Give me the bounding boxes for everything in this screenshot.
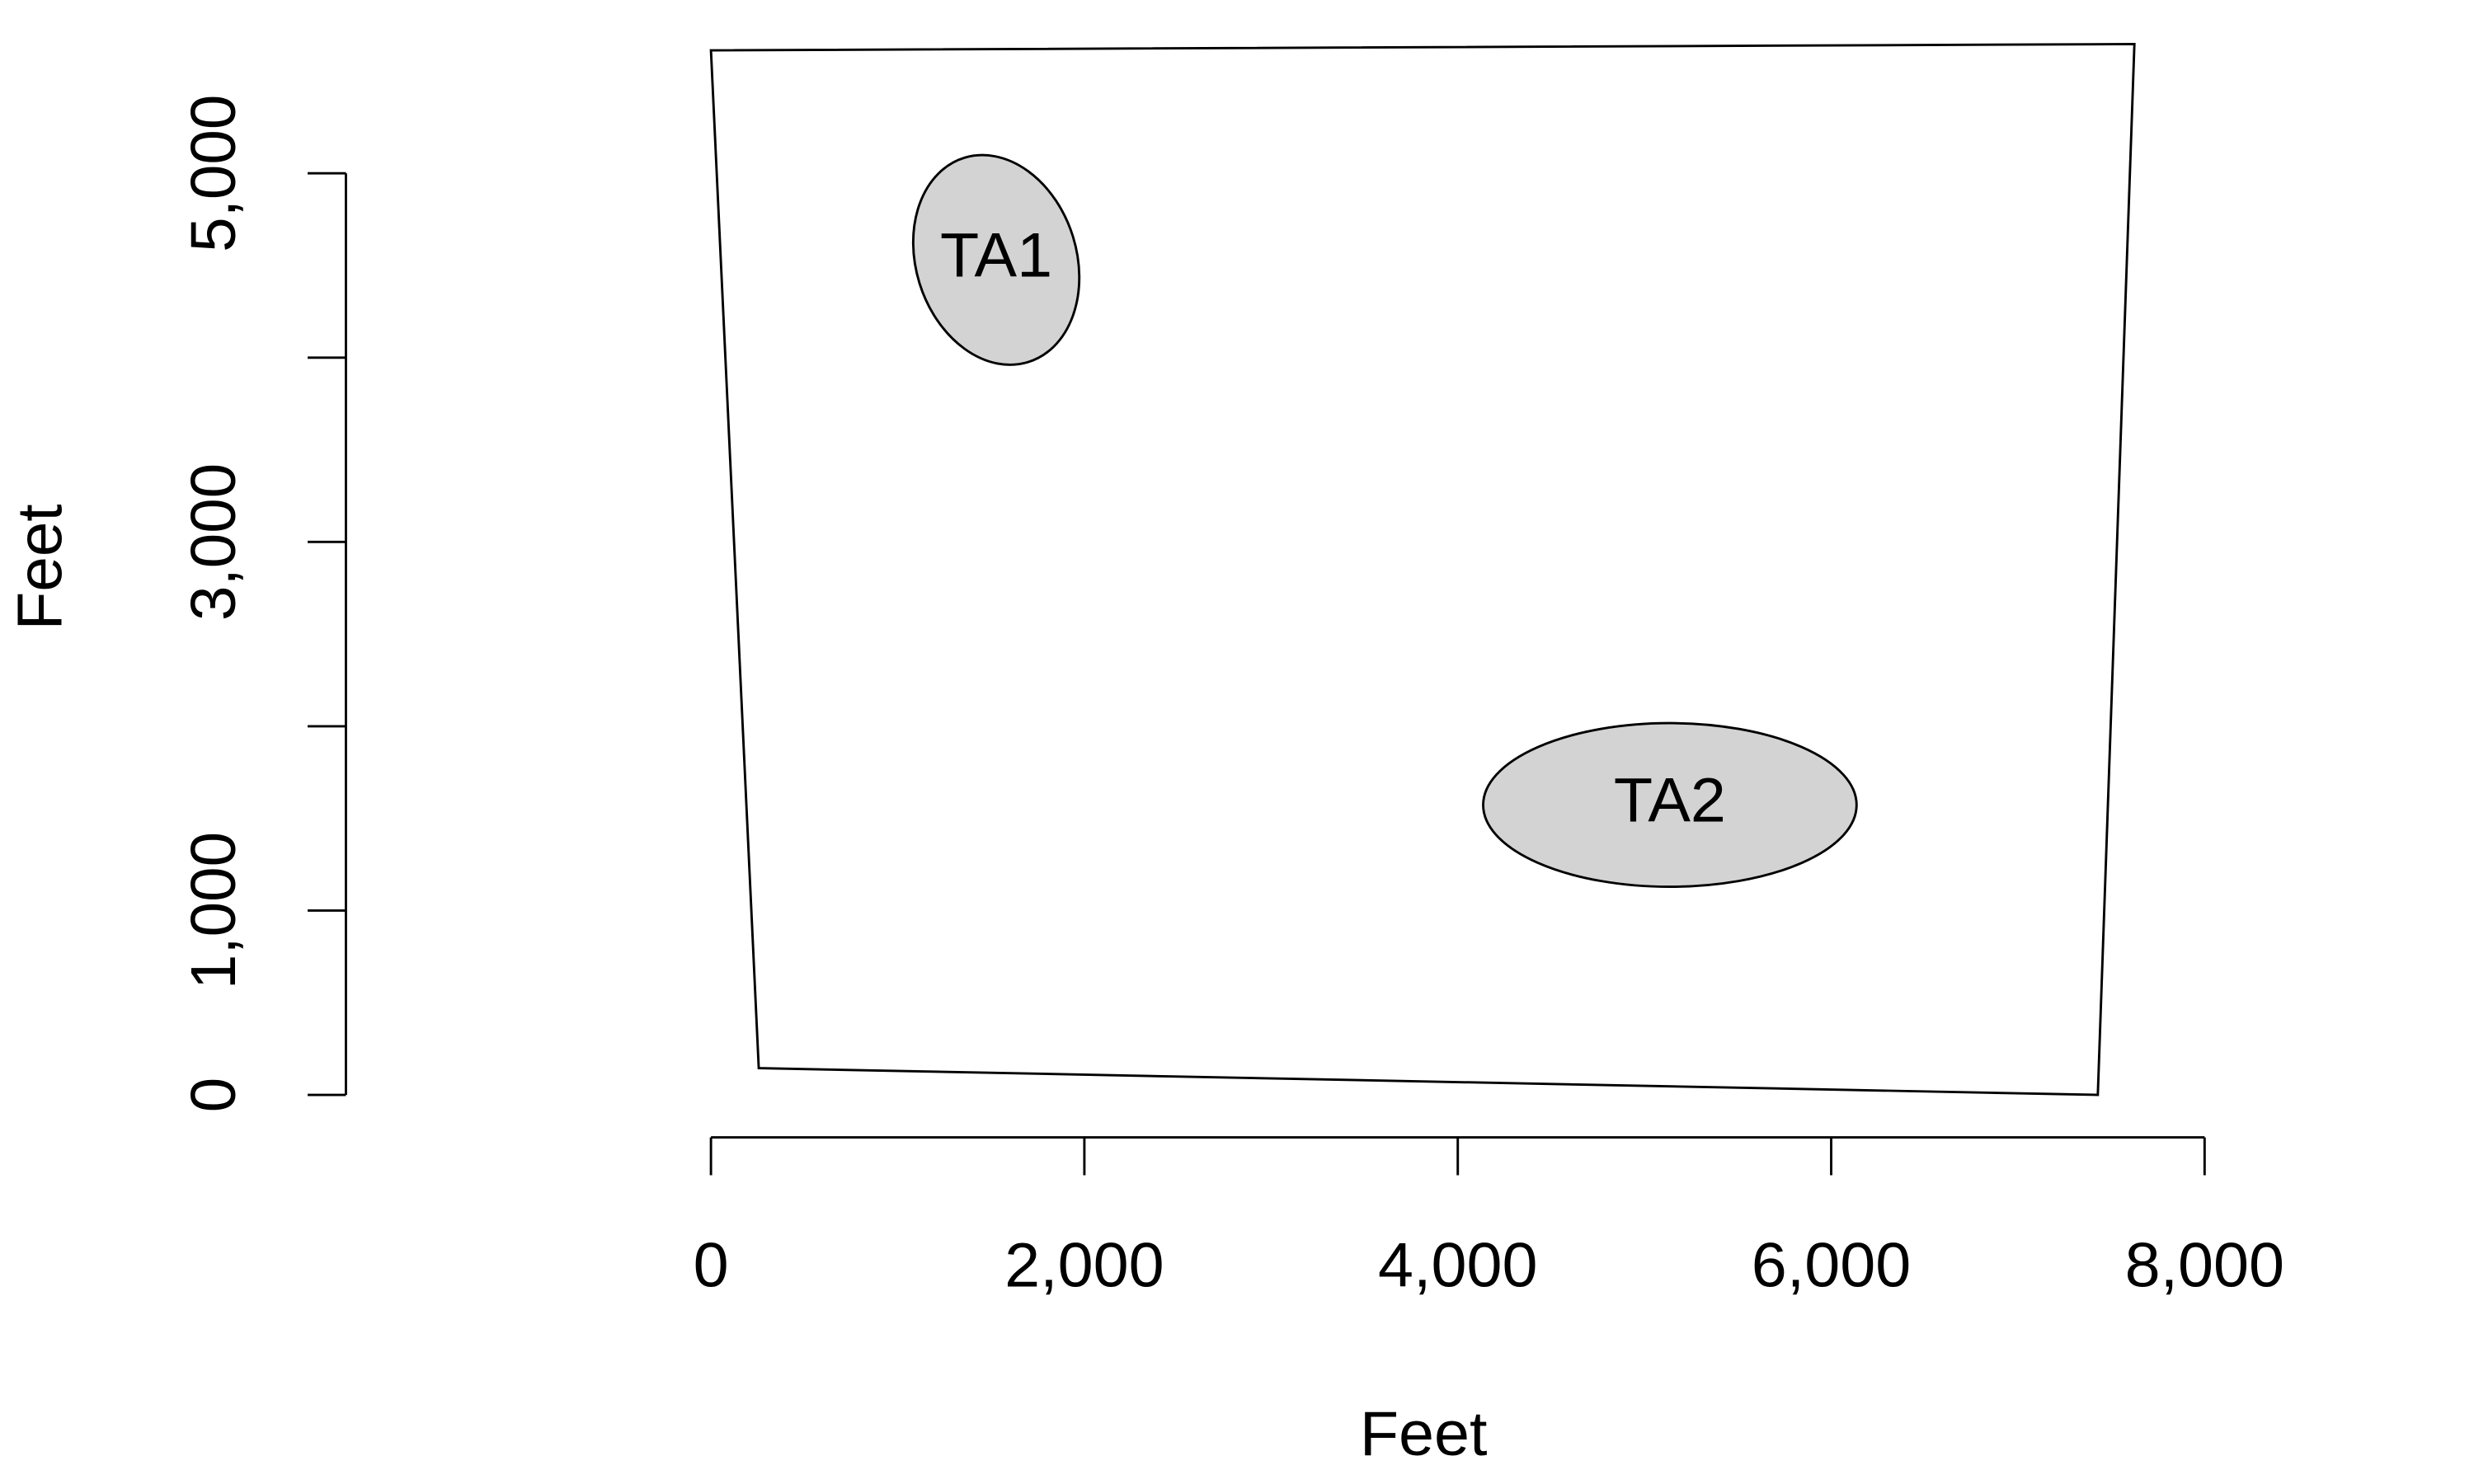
y-axis-title: Feet [4, 504, 75, 630]
y-tick-label: 5,000 [178, 95, 249, 252]
boundary [709, 43, 2136, 1097]
zone-label: TA1 [940, 220, 1052, 291]
y-tick-label: 1,000 [178, 832, 249, 989]
x-tick-label: 4,000 [1378, 1230, 1537, 1301]
y-tick-label: 0 [178, 1078, 249, 1113]
zone [1482, 721, 1858, 889]
zone [911, 153, 1081, 366]
x-tick-label: 0 [694, 1230, 729, 1301]
x-tick-label: 8,000 [2125, 1230, 2284, 1301]
zone-label: TA2 [1614, 765, 1726, 836]
y-tick-label: 3,000 [178, 463, 249, 621]
x-tick-label: 6,000 [1752, 1230, 1911, 1301]
x-tick-label: 2,000 [1004, 1230, 1164, 1301]
x-axis-title: Feet [1360, 1398, 1488, 1469]
